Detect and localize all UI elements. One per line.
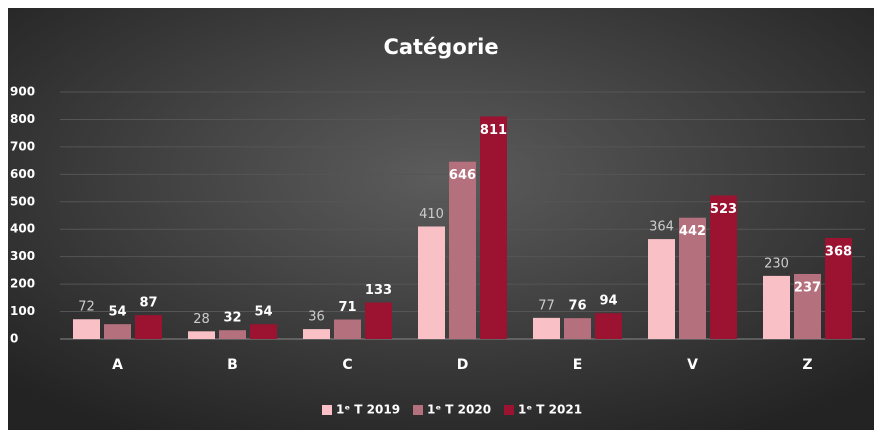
chart-title: Catégorie — [383, 35, 498, 59]
bar — [250, 324, 277, 339]
legend-label: 1ᵉ T 2021 — [518, 403, 582, 417]
bar — [334, 319, 361, 339]
x-tick-label: C — [342, 357, 352, 373]
y-tick-label: 0 — [10, 332, 18, 346]
bar — [418, 226, 445, 339]
bar — [648, 239, 675, 339]
data-label: 364 — [649, 220, 674, 235]
bar — [595, 313, 622, 339]
data-label: 87 — [139, 296, 157, 311]
legend-label: 1ᵉ T 2020 — [427, 403, 491, 417]
legend-label: 1ᵉ T 2019 — [336, 403, 400, 417]
data-label: 28 — [193, 312, 210, 327]
bar — [104, 324, 131, 339]
x-tick-label: E — [573, 357, 583, 373]
data-label: 237 — [794, 280, 821, 295]
x-tick-label: Z — [802, 357, 812, 373]
x-tick-label: B — [227, 357, 238, 373]
data-label: 230 — [764, 256, 789, 271]
y-tick-label: 500 — [10, 194, 35, 208]
bar — [480, 116, 507, 339]
bar — [365, 302, 392, 339]
bar — [710, 195, 737, 339]
legend-swatch — [504, 405, 514, 415]
data-label: 368 — [825, 245, 852, 260]
bar — [564, 318, 591, 339]
data-label: 410 — [419, 207, 444, 222]
data-label: 72 — [78, 300, 95, 315]
bar — [679, 217, 706, 339]
y-tick-label: 800 — [10, 112, 35, 126]
legend-swatch — [322, 405, 332, 415]
data-label: 32 — [223, 311, 241, 326]
data-label: 646 — [449, 168, 476, 183]
bar — [794, 273, 821, 339]
bar — [303, 329, 330, 339]
x-tick-label: D — [457, 357, 469, 373]
data-label: 811 — [480, 123, 507, 138]
bar — [825, 238, 852, 339]
bar — [449, 161, 476, 339]
data-label: 54 — [108, 305, 126, 320]
legend-swatch — [413, 405, 423, 415]
data-label: 94 — [599, 294, 617, 309]
y-tick-label: 300 — [10, 249, 35, 263]
data-label: 54 — [254, 305, 272, 320]
bar — [219, 330, 246, 339]
data-label: 77 — [538, 298, 555, 313]
y-tick-label: 400 — [10, 222, 35, 236]
bar — [533, 317, 560, 339]
data-label: 76 — [568, 299, 586, 314]
x-tick-label: A — [112, 357, 123, 373]
data-label: 36 — [308, 310, 325, 325]
y-tick-label: 900 — [10, 85, 35, 99]
y-tick-label: 700 — [10, 139, 35, 153]
y-tick-label: 100 — [10, 304, 35, 318]
y-tick-label: 200 — [10, 277, 35, 291]
bar — [135, 315, 162, 339]
data-label: 442 — [679, 224, 706, 239]
bar — [73, 319, 100, 339]
bar — [188, 331, 215, 339]
data-label: 523 — [710, 202, 737, 217]
x-tick-label: V — [687, 357, 698, 373]
data-label: 133 — [365, 283, 392, 298]
data-label: 71 — [338, 300, 356, 315]
y-tick-label: 600 — [10, 167, 35, 181]
bar — [763, 275, 790, 339]
